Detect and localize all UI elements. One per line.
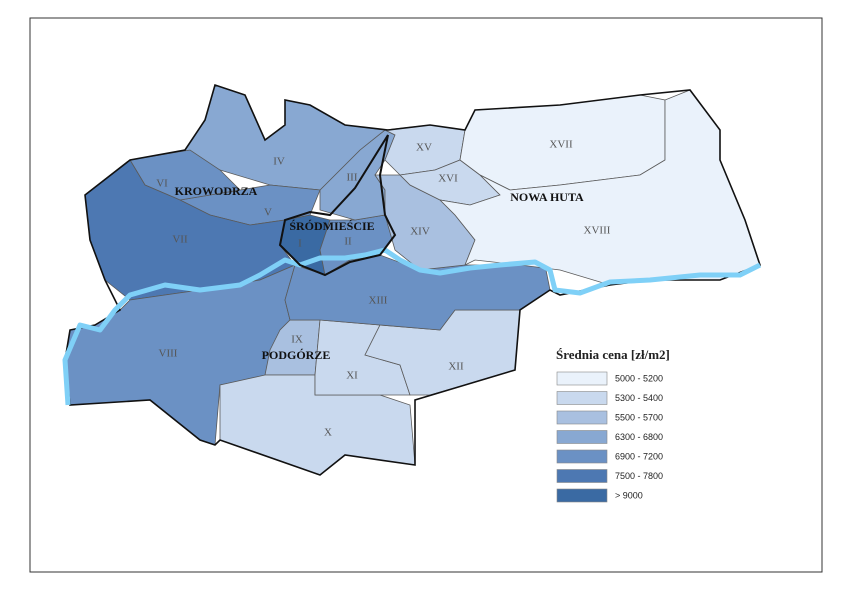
legend-label: 5500 - 5700: [615, 412, 663, 422]
legend-swatch: [556, 371, 608, 386]
legend-label: 6900 - 7200: [615, 451, 663, 461]
district-label: VIII: [159, 348, 178, 360]
district-label: IV: [273, 156, 285, 168]
region-label: ŚRÓDMIEŚCIE: [289, 219, 374, 233]
region-label: PODGÓRZE: [262, 348, 331, 362]
labels: I IIIIIIVVVIVIIVIIIIXXXIXIIXIIIXIVXVXVIXV…: [156, 139, 611, 439]
district-label: XIII: [369, 295, 388, 307]
legend-label: 6300 - 6800: [615, 432, 663, 442]
legend-label: 7500 - 7800: [615, 471, 663, 481]
legend-label: 5000 - 5200: [615, 373, 663, 383]
region-label: NOWA HUTA: [510, 190, 584, 204]
district-label: XVIII: [584, 225, 611, 237]
legend-swatch: [556, 488, 608, 503]
district-label: VI: [156, 178, 168, 190]
district-label: XV: [416, 142, 432, 154]
legend-swatch: [556, 469, 608, 483]
legend-swatch: [556, 449, 608, 464]
district-label: XII: [448, 361, 464, 373]
district-label: II: [344, 236, 352, 248]
legend-title: Średnia cena [zł/m2]: [556, 347, 670, 362]
legend: 5000 - 5200 5300 - 5400 5500 - 5700 6300 - …: [556, 371, 663, 503]
legend-label: 5300 - 5400: [615, 393, 663, 403]
district-label: XVII: [549, 139, 573, 151]
river: [62, 247, 762, 406]
district-label: X: [324, 427, 332, 439]
legend-label: > 9000: [615, 490, 643, 500]
srodmiescie-outline: [278, 134, 397, 277]
legend-swatch: [556, 410, 608, 425]
city-outline: [64, 83, 762, 476]
district-label: XVI: [438, 173, 458, 185]
district-label: VII: [172, 234, 188, 246]
legend-swatch: [556, 391, 608, 405]
district-label: IX: [291, 334, 303, 346]
district-label: III: [347, 172, 358, 184]
district-label: V: [264, 207, 272, 219]
region-label: KROWODRZA: [175, 184, 258, 198]
district-label: XIV: [410, 226, 430, 238]
legend-swatch: [556, 430, 608, 444]
district-label: I: [298, 238, 302, 250]
district-label: XI: [346, 370, 358, 382]
districts: [64, 83, 762, 476]
